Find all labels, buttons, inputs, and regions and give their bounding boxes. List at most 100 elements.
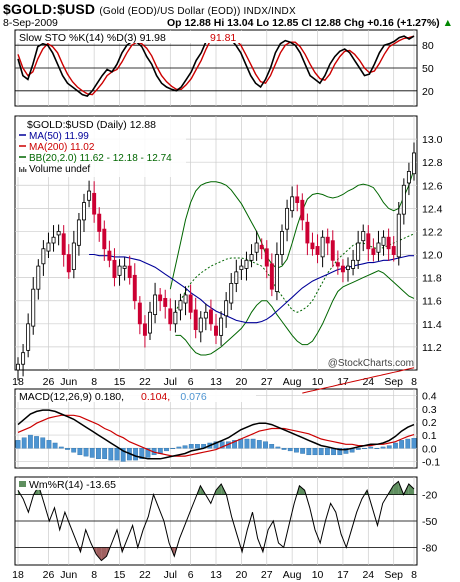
candle-body bbox=[66, 254, 71, 273]
legend-bg bbox=[16, 117, 186, 177]
candle-body bbox=[188, 294, 193, 313]
candle-body bbox=[142, 323, 147, 336]
macd-histogram-bar bbox=[405, 438, 411, 449]
macd-y-tick: 0.3 bbox=[422, 404, 437, 416]
macd-line bbox=[17, 409, 415, 460]
macd-histogram-bar bbox=[52, 442, 58, 449]
candle-body bbox=[117, 265, 122, 276]
macd-histogram-bar bbox=[108, 448, 114, 461]
candle-body bbox=[346, 265, 350, 270]
x-tick-label: 8 bbox=[411, 569, 417, 581]
x-tick-label: 26 bbox=[43, 569, 55, 581]
candle-body bbox=[254, 242, 259, 253]
macd-histogram-bar bbox=[40, 437, 46, 449]
candle-body bbox=[168, 308, 173, 325]
candle-body bbox=[31, 288, 36, 327]
wr-overbought-fill bbox=[216, 484, 222, 495]
macd-histogram-bar bbox=[281, 448, 287, 450]
candle-body bbox=[158, 294, 163, 302]
x-tick-label: 15 bbox=[114, 569, 126, 581]
candle-body bbox=[122, 265, 127, 269]
candle-body bbox=[244, 259, 249, 269]
candle-body bbox=[351, 259, 356, 269]
candle-body bbox=[234, 271, 239, 284]
macd-histogram-bar bbox=[164, 448, 169, 452]
candle-body bbox=[97, 213, 102, 232]
x-tick-label: Jul bbox=[164, 569, 177, 581]
macd-histogram-bar bbox=[133, 448, 138, 461]
macd-histogram-bar bbox=[399, 440, 405, 449]
macd-legend-entry: 0.076 bbox=[180, 391, 206, 403]
price-legend-entry: MA(50) 11.99 bbox=[29, 131, 89, 142]
candle-body bbox=[396, 213, 401, 258]
x-tick-label: 20 bbox=[236, 569, 248, 581]
price-y-tick: 12.2 bbox=[422, 226, 443, 238]
candle-body bbox=[71, 242, 76, 270]
candle-body bbox=[412, 152, 416, 175]
macd-histogram-bar bbox=[58, 446, 64, 449]
x-tick-label: Aug bbox=[283, 376, 302, 388]
bb-lower-line bbox=[175, 270, 415, 356]
candle-body bbox=[203, 311, 208, 319]
x-tick-label: 8 bbox=[91, 569, 97, 581]
macd-histogram-bar bbox=[244, 438, 250, 449]
candle-body bbox=[229, 283, 234, 304]
quote-date: 8-Sep-2009 bbox=[3, 17, 58, 29]
candle-body bbox=[112, 259, 117, 279]
candle-body bbox=[285, 207, 290, 230]
macd-histogram-bar bbox=[362, 448, 367, 449]
candle-body bbox=[330, 240, 335, 261]
price-legend-entry: BB(20,2.0) 11.62 - 12.18 - 12.74 bbox=[29, 153, 172, 164]
candle-body bbox=[295, 196, 300, 203]
macd-histogram-bar bbox=[294, 448, 299, 453]
candle-body bbox=[239, 265, 244, 270]
candle-body bbox=[16, 363, 20, 371]
legend-swatch bbox=[19, 481, 26, 487]
candle-body bbox=[224, 300, 229, 317]
macd-histogram-bar bbox=[318, 448, 324, 456]
macd-histogram-bar bbox=[71, 448, 77, 453]
candle-body bbox=[401, 184, 406, 215]
macd-histogram-bar bbox=[324, 448, 330, 456]
candle-body bbox=[102, 228, 107, 250]
x-tick-label: 27 bbox=[261, 376, 273, 388]
macd-histogram-bar bbox=[65, 448, 70, 450]
wr-overbought-fill bbox=[408, 484, 414, 495]
candle-body bbox=[178, 300, 183, 311]
price-y-tick: 13.0 bbox=[422, 134, 443, 146]
candle-body bbox=[320, 236, 325, 258]
x-tick-label: 13 bbox=[210, 376, 222, 388]
x-tick-label: Jul bbox=[164, 376, 177, 388]
x-tick-label: 20 bbox=[236, 376, 248, 388]
price-y-tick: 11.2 bbox=[422, 342, 442, 354]
bb-mid-line bbox=[174, 233, 415, 313]
candle-body bbox=[376, 242, 381, 253]
macd-histogram-bar bbox=[195, 444, 200, 449]
candle-body bbox=[127, 265, 132, 279]
candle-body bbox=[315, 246, 320, 255]
macd-histogram-bar bbox=[355, 448, 361, 450]
x-tick-label: Jun bbox=[60, 376, 77, 388]
candle-body bbox=[259, 244, 264, 250]
macd-histogram-bar bbox=[287, 448, 293, 452]
macd-histogram-bar bbox=[238, 438, 244, 449]
macd-histogram-bar bbox=[188, 444, 194, 449]
ma50-line bbox=[89, 253, 414, 324]
macd-histogram-bar bbox=[89, 448, 95, 458]
x-tick-label: 22 bbox=[139, 376, 151, 388]
candle-body bbox=[92, 192, 97, 215]
x-tick-label: 26 bbox=[43, 376, 55, 388]
macd-histogram-bar bbox=[77, 448, 83, 456]
macd-histogram-bar bbox=[213, 441, 219, 449]
symbol: $GOLD:$USD bbox=[3, 1, 96, 17]
candle-body bbox=[82, 202, 86, 221]
x-tick-label: 10 bbox=[312, 376, 324, 388]
macd-histogram-bar bbox=[21, 437, 27, 449]
wr-y-tick: -80 bbox=[422, 542, 437, 554]
macd-histogram-bar bbox=[27, 434, 33, 449]
macd-histogram-bar bbox=[15, 440, 21, 449]
candle-body bbox=[300, 199, 305, 221]
x-tick-label: 18 bbox=[12, 376, 24, 388]
candle-body bbox=[381, 236, 386, 246]
